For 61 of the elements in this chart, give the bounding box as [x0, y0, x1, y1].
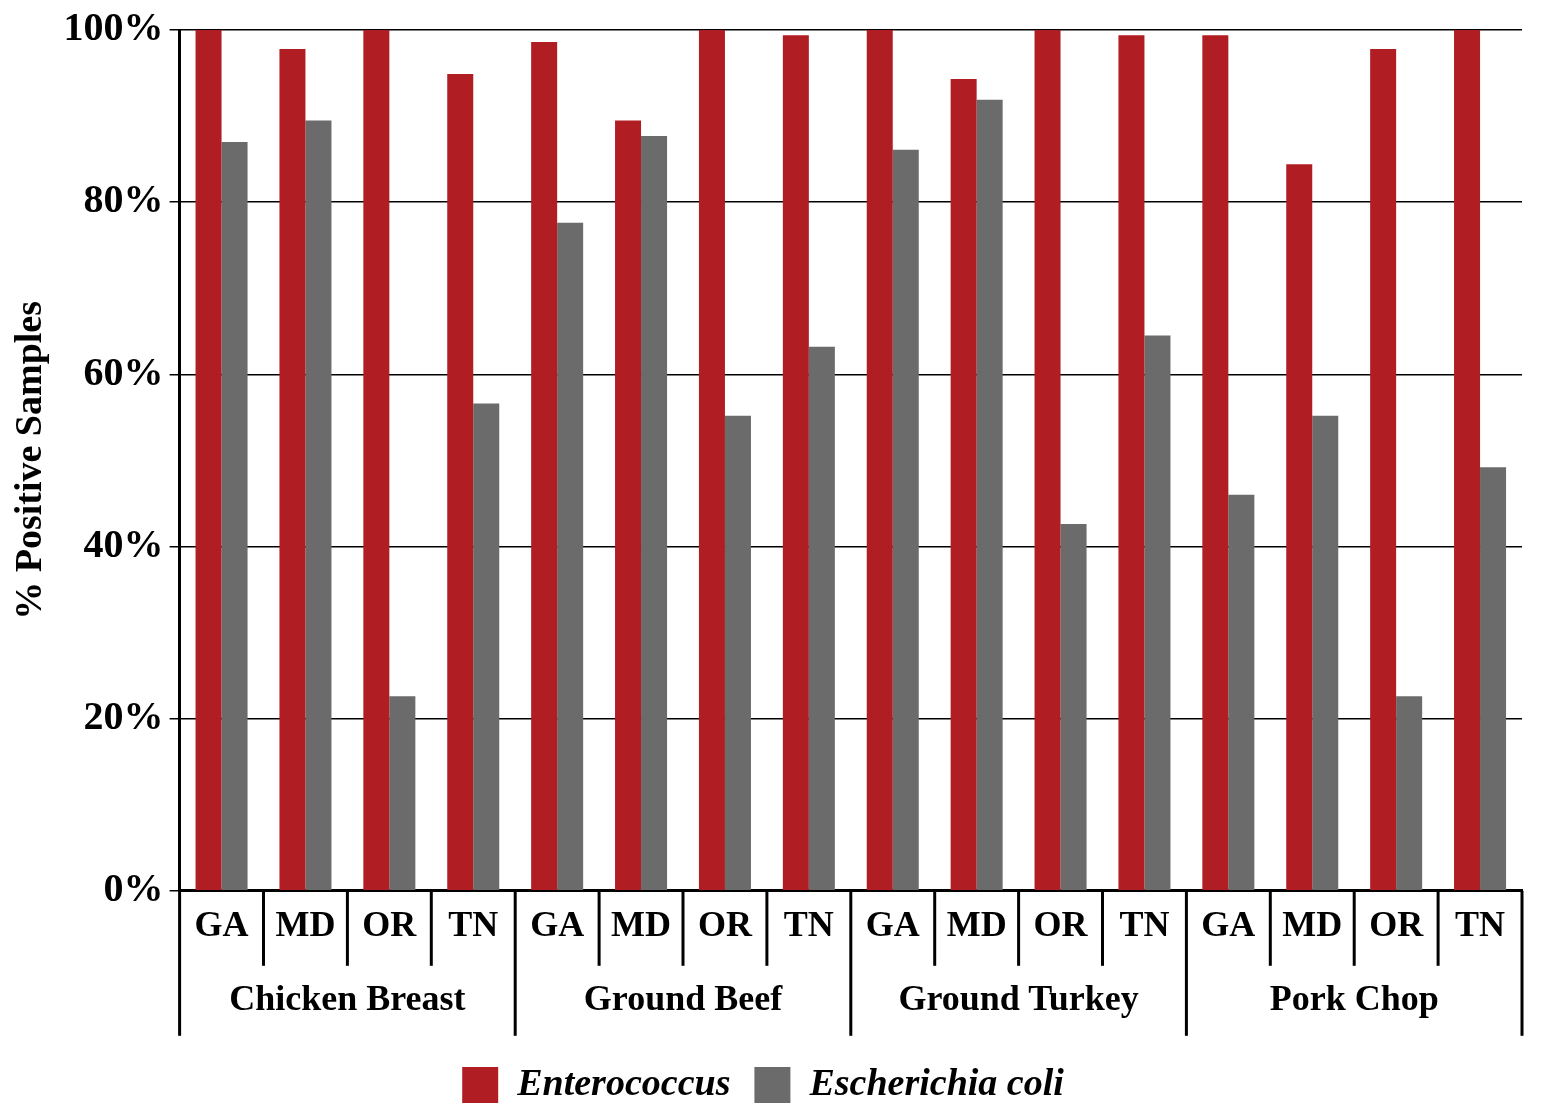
bar	[1034, 30, 1061, 891]
bar	[195, 30, 222, 891]
x-tick-label: MD	[275, 903, 336, 944]
bar	[389, 696, 416, 891]
y-tick-label: 20%	[83, 692, 164, 738]
legend-label: Escherichia coli	[808, 1060, 1065, 1103]
x-tick-label: GA	[865, 903, 920, 944]
bar	[279, 48, 306, 891]
bar	[1228, 494, 1255, 891]
text: Pork Chop	[1269, 978, 1439, 1019]
legend-label: Enterococcus	[516, 1060, 731, 1103]
y-tick-label: 100%	[63, 4, 164, 50]
text: Ground Turkey	[898, 978, 1139, 1019]
text: Ground Beef	[583, 978, 784, 1019]
x-tick-label: TN	[783, 903, 834, 944]
bar	[808, 346, 835, 891]
bar	[363, 30, 390, 891]
y-axis-title: % Positive Samples	[6, 301, 49, 620]
bar	[531, 42, 558, 891]
bar	[221, 141, 248, 891]
x-tick-label: GA	[194, 903, 249, 944]
bar	[976, 99, 1003, 891]
x-tick-label: TN	[448, 903, 499, 944]
x-tick-label: OR	[697, 903, 753, 944]
bar	[305, 120, 332, 891]
bar	[892, 149, 919, 891]
x-tick-label: MD	[611, 903, 672, 944]
bar	[1454, 30, 1481, 891]
x-tick-label: GA	[530, 903, 585, 944]
bar	[1396, 696, 1423, 891]
bar	[1118, 35, 1145, 891]
bar	[1060, 524, 1087, 891]
bar	[641, 135, 668, 891]
bar	[1202, 35, 1229, 891]
bar	[866, 30, 893, 891]
bar	[447, 73, 474, 891]
bar	[473, 403, 500, 891]
bar	[1480, 467, 1507, 891]
text: Chicken Breast	[229, 978, 466, 1019]
y-tick-label: 80%	[83, 176, 164, 222]
bar	[782, 35, 809, 891]
bar	[557, 222, 584, 891]
bar	[698, 30, 725, 891]
x-tick-label: GA	[1201, 903, 1256, 944]
x-tick-label: TN	[1119, 903, 1170, 944]
bar	[1370, 48, 1397, 891]
bar	[950, 79, 977, 891]
y-tick-label: 60%	[83, 348, 164, 394]
x-tick-label: TN	[1455, 903, 1506, 944]
bar	[1144, 335, 1171, 891]
x-tick-label: OR	[1033, 903, 1089, 944]
y-tick-label: 0%	[103, 865, 164, 911]
x-tick-label: MD	[1282, 903, 1343, 944]
bar	[724, 415, 751, 891]
x-tick-label: MD	[946, 903, 1007, 944]
x-tick-label: OR	[1369, 903, 1425, 944]
x-tick-label: OR	[362, 903, 418, 944]
bar	[1286, 164, 1313, 891]
bar	[1312, 415, 1339, 891]
y-tick-label: 40%	[83, 520, 164, 566]
bar	[615, 120, 642, 891]
